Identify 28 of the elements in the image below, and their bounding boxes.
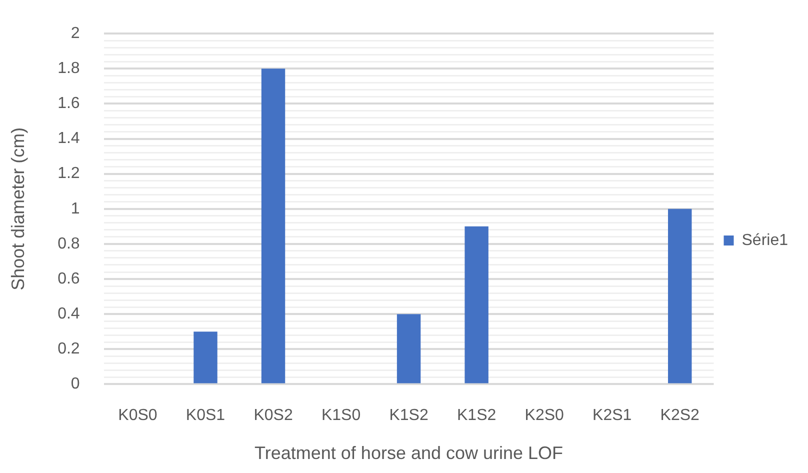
x-tick-label: K1S0 bbox=[321, 407, 361, 424]
bar bbox=[261, 68, 286, 384]
bar bbox=[396, 314, 421, 384]
y-tick-label: 1.6 bbox=[58, 95, 80, 112]
x-tick-label: K1S2 bbox=[389, 407, 428, 424]
x-axis-title: Treatment of horse and cow urine LOF bbox=[254, 443, 564, 464]
x-tick-label: K1S2 bbox=[456, 407, 496, 424]
y-tick-label: 1.2 bbox=[58, 165, 80, 182]
y-tick-label: 1.4 bbox=[58, 130, 80, 148]
y-tick-label: 1.8 bbox=[58, 60, 80, 78]
y-axis-title: Shoot diameter (cm) bbox=[8, 127, 28, 290]
y-tick-label: 0.4 bbox=[58, 305, 80, 322]
y-tick-label: 1 bbox=[70, 200, 80, 218]
legend-label: Série1 bbox=[742, 232, 788, 249]
x-tick-label: K0S1 bbox=[186, 407, 226, 424]
x-tick-label: K2S1 bbox=[592, 407, 632, 424]
x-tick-label: K2S2 bbox=[660, 407, 700, 424]
y-tick-label: 0.6 bbox=[58, 270, 80, 288]
y-tick-label: 0.2 bbox=[58, 340, 80, 358]
x-tick-label: K0S0 bbox=[118, 407, 158, 424]
x-tick-label: K2S0 bbox=[524, 407, 564, 424]
y-tick-label: 2 bbox=[70, 25, 80, 42]
y-tick-label: 0.8 bbox=[58, 235, 80, 252]
bar bbox=[464, 226, 488, 384]
bar bbox=[668, 208, 692, 384]
x-tick-label: K0S2 bbox=[254, 407, 293, 424]
bar bbox=[194, 332, 218, 384]
y-tick-label: 0 bbox=[70, 376, 80, 393]
